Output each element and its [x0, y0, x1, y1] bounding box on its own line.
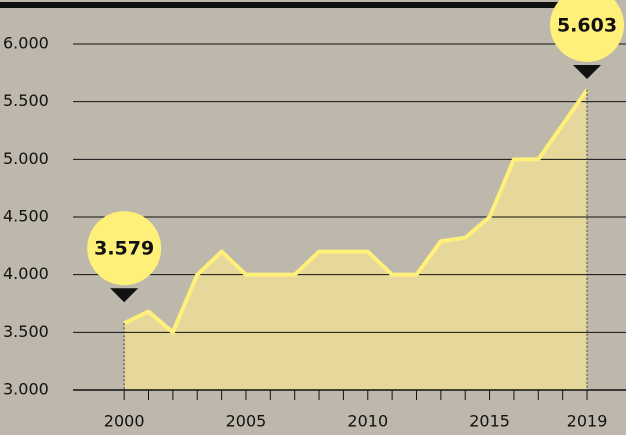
line	[123, 88, 589, 335]
x-tick-label: 2000	[104, 412, 145, 431]
y-tick-label: 3.500	[3, 322, 49, 341]
value-label: 3.579	[94, 238, 154, 260]
area-layer	[124, 89, 588, 391]
callout-bubble	[87, 211, 162, 286]
y-tick-label: 4.000	[3, 264, 49, 283]
x-tick-label: 2010	[347, 412, 388, 431]
callout-pointer	[110, 288, 139, 303]
x-tick-label: 2015	[469, 412, 510, 431]
x-tick-label: 2005	[226, 412, 267, 431]
area	[124, 89, 588, 391]
y-tick-label: 3.000	[3, 380, 49, 399]
y-tick-label: 4.500	[3, 207, 49, 226]
x-tick-label: 2019	[567, 412, 608, 431]
y-tick-label: 5.000	[3, 149, 49, 168]
y-tick-label: 5.500	[3, 91, 49, 110]
callout-pointer	[573, 65, 602, 79]
y-tick-label: 6.000	[3, 34, 49, 53]
top-bar	[0, 2, 585, 8]
callout-bubble	[550, 0, 625, 62]
value-label: 5.603	[557, 15, 617, 37]
